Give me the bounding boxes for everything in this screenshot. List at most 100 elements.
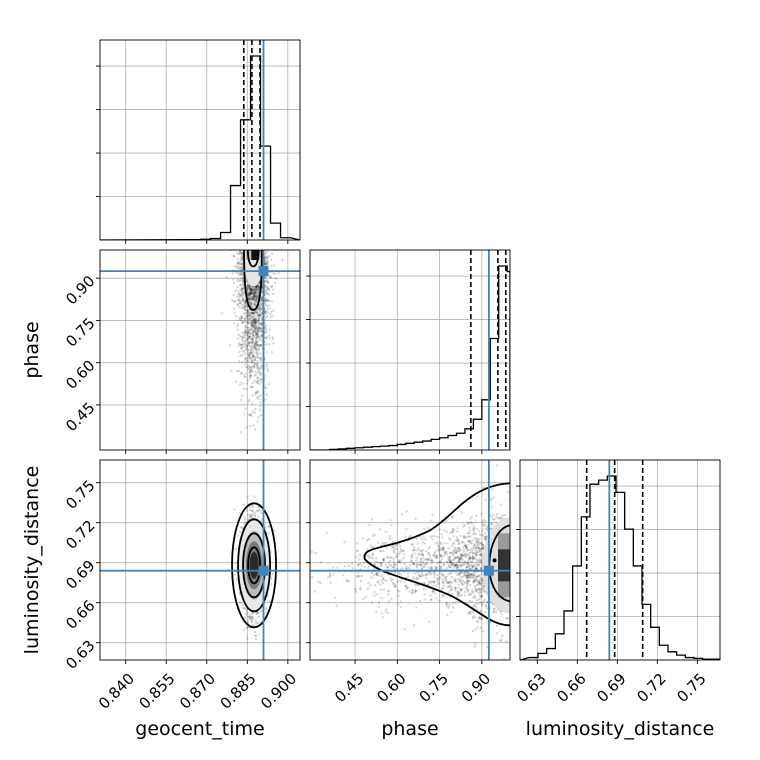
sample-point: [255, 286, 259, 289]
sample-point: [445, 550, 448, 554]
sample-point: [473, 574, 476, 577]
sample-point: [267, 280, 270, 284]
sample-point: [250, 319, 253, 323]
sample-point: [249, 303, 252, 306]
sample-point: [249, 369, 252, 372]
sample-point: [256, 332, 259, 335]
sample-point: [259, 344, 263, 347]
sample-point: [236, 534, 240, 537]
sample-point: [246, 319, 249, 323]
sample-point: [464, 566, 468, 569]
sample-point: [412, 576, 415, 579]
sample-point: [255, 333, 259, 337]
sample-point: [484, 532, 487, 535]
sample-point: [385, 546, 388, 549]
sample-point: [434, 566, 437, 569]
sample-point: [458, 580, 462, 583]
sample-point: [259, 307, 262, 311]
sample-point: [265, 330, 268, 333]
sample-point: [249, 292, 252, 295]
sample-point: [246, 315, 249, 319]
sample-point: [256, 611, 260, 615]
sample-point: [250, 341, 254, 345]
sample-point: [471, 556, 474, 559]
sample-point: [242, 298, 245, 301]
sample-point: [254, 289, 257, 293]
sample-point: [238, 305, 242, 309]
sample-point: [471, 527, 475, 530]
sample-point: [248, 298, 251, 301]
sample-point: [253, 310, 257, 313]
sample-point: [454, 552, 457, 555]
sample-point: [422, 535, 425, 538]
sample-point: [251, 354, 255, 358]
sample-point: [246, 286, 249, 289]
sample-point: [281, 258, 284, 262]
sample-point: [252, 294, 255, 297]
sample-point: [423, 593, 426, 596]
sample-point: [273, 281, 277, 285]
sample-point: [240, 321, 244, 325]
sample-point: [247, 342, 250, 345]
sample-point: [255, 341, 258, 344]
sample-point: [466, 588, 469, 591]
sample-point: [232, 307, 236, 311]
sample-point: [358, 554, 361, 557]
sample-point: [428, 545, 432, 549]
sample-point: [247, 360, 251, 363]
sample-point: [448, 551, 452, 555]
sample-point: [466, 582, 469, 586]
sample-point: [248, 298, 252, 302]
sample-point: [432, 572, 436, 575]
sample-point: [388, 559, 392, 563]
sample-point: [240, 303, 244, 307]
sample-point: [268, 306, 271, 310]
sample-point: [254, 299, 258, 302]
sample-point: [251, 325, 255, 329]
sample-point: [345, 579, 348, 582]
sample-point: [254, 318, 257, 321]
sample-point: [251, 292, 254, 296]
sample-point: [256, 376, 259, 380]
sample-point: [260, 511, 263, 515]
sample-point: [244, 324, 247, 327]
sample-point: [483, 537, 486, 541]
sample-point: [402, 567, 405, 570]
sample-point: [465, 535, 469, 538]
sample-point: [238, 294, 242, 297]
sample-point: [240, 316, 244, 319]
sample-point: [260, 378, 263, 381]
sample-point: [269, 276, 272, 279]
sample-point: [241, 251, 244, 255]
sample-point: [450, 544, 454, 548]
sample-point: [427, 566, 431, 570]
sample-point: [233, 573, 236, 577]
sample-point: [459, 553, 462, 556]
sample-point: [427, 580, 431, 583]
sample-point: [435, 580, 439, 583]
sample-point: [252, 320, 256, 324]
sample-point: [463, 594, 467, 597]
sample-point: [461, 558, 464, 562]
sample-point: [472, 579, 476, 583]
sample-point: [251, 297, 254, 300]
sample-point: [236, 299, 240, 302]
sample-point: [231, 272, 235, 275]
sample-point: [440, 578, 444, 581]
sample-point: [257, 347, 261, 350]
sample-point: [244, 407, 247, 410]
sample-point: [442, 547, 445, 550]
sample-point: [249, 297, 253, 300]
sample-point: [244, 330, 247, 333]
sample-point: [252, 312, 255, 315]
sample-point: [356, 542, 359, 545]
sample-point: [250, 402, 254, 405]
sample-point: [254, 295, 257, 298]
sample-point: [244, 301, 248, 304]
sample-point: [253, 291, 257, 294]
sample-point: [236, 280, 239, 283]
sample-point: [244, 336, 247, 340]
sample-point: [251, 285, 255, 289]
sample-point: [251, 347, 254, 350]
